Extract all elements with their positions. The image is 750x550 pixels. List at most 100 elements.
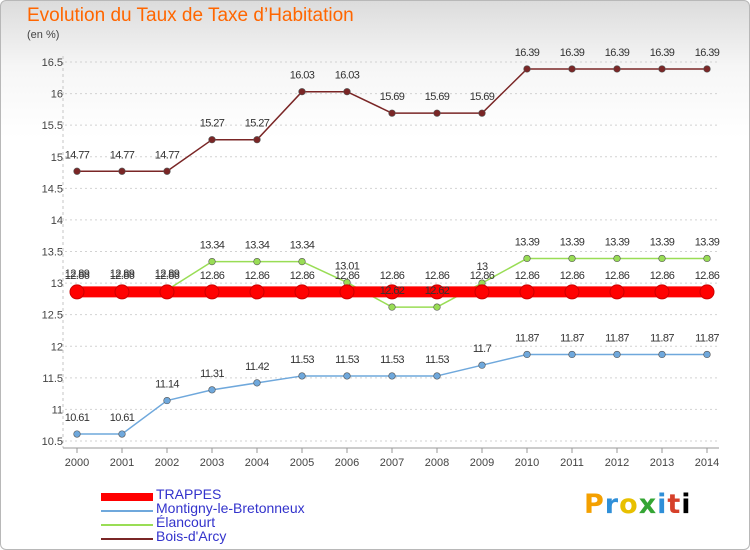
legend-swatch bbox=[101, 493, 153, 501]
data-label: 12.86 bbox=[425, 270, 450, 282]
data-label: 16.03 bbox=[335, 70, 360, 82]
data-label: 13.39 bbox=[695, 236, 720, 248]
data-label: 13.39 bbox=[515, 236, 540, 248]
x-tick-label: 2006 bbox=[335, 457, 359, 469]
data-point bbox=[343, 372, 351, 380]
data-point bbox=[253, 136, 261, 144]
data-label: 11.87 bbox=[515, 332, 539, 344]
data-point bbox=[339, 284, 355, 300]
x-tick-label: 2012 bbox=[605, 457, 629, 469]
legend-label: Montigny-le-Bretonneux bbox=[156, 500, 305, 516]
data-point bbox=[384, 284, 400, 300]
logo-letter: o bbox=[619, 489, 639, 520]
y-tick-label: 15 bbox=[51, 152, 63, 164]
data-label: 11.53 bbox=[425, 354, 449, 366]
data-point bbox=[613, 65, 621, 73]
legend-swatch bbox=[101, 524, 153, 526]
data-label: 12.86 bbox=[380, 270, 405, 282]
y-tick-label: 14 bbox=[51, 215, 63, 227]
data-label: 12.86 bbox=[470, 270, 495, 282]
data-label: 11.87 bbox=[650, 332, 674, 344]
data-label: 16.39 bbox=[605, 47, 630, 59]
series-line-1 bbox=[77, 353, 707, 435]
legend-swatch bbox=[101, 510, 153, 512]
logo-letter: x bbox=[638, 489, 658, 520]
data-point bbox=[703, 254, 711, 263]
chart-title: Evolution du Taux de Taxe d’Habitation bbox=[27, 5, 354, 26]
data-point bbox=[613, 350, 621, 359]
data-point bbox=[523, 254, 531, 263]
grid bbox=[65, 61, 719, 442]
x-tick-label: 2005 bbox=[290, 457, 314, 469]
data-point bbox=[478, 109, 486, 117]
data-point bbox=[73, 430, 81, 438]
data-label: 12.86 bbox=[155, 270, 180, 282]
x-tick-label: 2013 bbox=[650, 457, 674, 469]
data-label: 15.69 bbox=[380, 91, 405, 103]
y-tick-label: 15.5 bbox=[42, 120, 63, 132]
data-label: 16.03 bbox=[290, 70, 315, 82]
x-tick-label: 2007 bbox=[380, 457, 404, 469]
data-point bbox=[568, 65, 576, 73]
data-point bbox=[429, 284, 445, 300]
data-label: 12.89 bbox=[155, 268, 180, 280]
data-label: 14.77 bbox=[65, 149, 90, 161]
data-point bbox=[114, 284, 130, 300]
data-label: 12.86 bbox=[695, 270, 720, 282]
x-tick-label: 2009 bbox=[470, 457, 494, 469]
data-point bbox=[163, 167, 171, 175]
data-point bbox=[568, 350, 576, 359]
data-point bbox=[658, 254, 666, 263]
data-label: 15.27 bbox=[245, 118, 270, 130]
x-tick-label: 2011 bbox=[560, 457, 584, 469]
data-label: 11.53 bbox=[290, 354, 314, 366]
data-point bbox=[298, 88, 306, 96]
data-label: 13 bbox=[476, 261, 488, 273]
axes: 10.5 11 11.5 12 12.5 13 13.5 14 14.5 15 15.5 16 16.5… bbox=[42, 56, 719, 469]
data-label: 16.39 bbox=[515, 47, 540, 59]
x-tick-label: 2001 bbox=[110, 457, 134, 469]
data-label: 16.39 bbox=[560, 47, 585, 59]
y-tick-label: 12.5 bbox=[42, 310, 63, 322]
unit-label: (en %) bbox=[27, 29, 60, 41]
y-tick-label: 16.5 bbox=[42, 57, 63, 69]
data-point bbox=[433, 303, 441, 311]
data-label: 11.42 bbox=[245, 361, 269, 373]
y-tick-label: 14.5 bbox=[42, 183, 63, 195]
data-point bbox=[208, 386, 216, 394]
data-point bbox=[208, 258, 216, 266]
data-point bbox=[253, 379, 261, 387]
logo-letter: i bbox=[657, 489, 668, 520]
series-area bbox=[69, 65, 715, 438]
data-point bbox=[204, 284, 220, 300]
data-label: 12.86 bbox=[200, 270, 225, 282]
x-tick-label: 2000 bbox=[65, 457, 89, 469]
data-label: 14.77 bbox=[110, 149, 135, 161]
data-point bbox=[564, 284, 580, 300]
data-point bbox=[519, 284, 535, 300]
data-label: 16.39 bbox=[650, 47, 675, 59]
data-label: 12.62 bbox=[425, 285, 450, 297]
data-point bbox=[703, 350, 711, 359]
data-label: 12.62 bbox=[380, 285, 405, 297]
data-point bbox=[523, 65, 531, 73]
data-point bbox=[658, 350, 666, 359]
logo-letter: r bbox=[604, 489, 620, 520]
data-point bbox=[433, 109, 441, 117]
y-tick-label: 11.5 bbox=[42, 373, 63, 385]
data-label: 11.87 bbox=[695, 332, 719, 344]
data-label: 11.31 bbox=[200, 368, 224, 380]
logo-letter: P bbox=[584, 489, 605, 520]
data-point bbox=[388, 109, 396, 117]
data-label: 12.89 bbox=[110, 268, 135, 280]
x-tick-label: 2010 bbox=[515, 457, 539, 469]
data-label: 13.39 bbox=[650, 236, 675, 248]
data-point bbox=[118, 167, 126, 175]
data-point bbox=[388, 303, 396, 311]
proxiti-logo: Proxiti bbox=[584, 489, 692, 520]
data-point bbox=[163, 396, 171, 405]
data-label: 15.27 bbox=[200, 118, 225, 130]
data-point bbox=[294, 284, 310, 300]
data-point bbox=[343, 88, 351, 96]
data-point bbox=[523, 350, 531, 359]
